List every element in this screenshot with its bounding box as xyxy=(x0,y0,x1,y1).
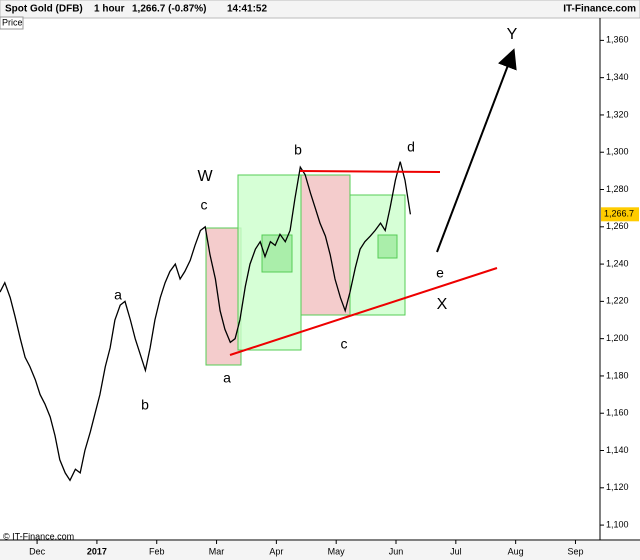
wave-label: c xyxy=(201,197,208,213)
wave-label: e xyxy=(436,265,444,281)
y-tick-label: 1,260 xyxy=(606,221,629,231)
last-price-label: 1,266.7 xyxy=(604,209,634,219)
y-tick-label: 1,100 xyxy=(606,519,629,529)
wave-label: a xyxy=(223,370,231,386)
footer: © IT-Finance.com xyxy=(3,531,74,541)
x-axis-bar xyxy=(0,541,640,560)
time: 14:41:52 xyxy=(227,4,267,15)
wave-label: c xyxy=(341,336,348,352)
green-box xyxy=(377,234,398,259)
y-tick-label: 1,160 xyxy=(606,408,629,418)
wave-label: a xyxy=(114,287,122,303)
quote: 1,266.7 (-0.87%) xyxy=(132,4,207,15)
x-tick-label: Aug xyxy=(508,546,524,556)
x-tick-label: Mar xyxy=(209,546,225,556)
last-price-tag xyxy=(601,207,639,222)
y-tick-label: 1,360 xyxy=(606,35,629,45)
y-tick-label: 1,300 xyxy=(606,147,629,157)
x-tick-label: May xyxy=(328,546,346,556)
x-tick-label: Dec xyxy=(29,546,46,556)
y-tick-label: 1,280 xyxy=(606,184,629,194)
resistance-line xyxy=(299,170,441,173)
y-tick-label: 1,340 xyxy=(606,72,629,82)
y-tick-label: 1,320 xyxy=(606,109,629,119)
support-line xyxy=(229,267,498,356)
wave-label: Y xyxy=(507,26,518,43)
x-tick-label: 2017 xyxy=(87,546,107,556)
x-tick-label: Apr xyxy=(269,546,283,556)
brand: IT-Finance.com xyxy=(563,4,636,15)
price-label: Price xyxy=(2,17,23,27)
plot xyxy=(0,161,412,482)
x-tick-label: Jul xyxy=(450,546,462,556)
pink-box xyxy=(300,174,351,316)
wave-label: b xyxy=(294,142,302,158)
y-tick-label: 1,240 xyxy=(606,258,629,268)
interval: 1 hour xyxy=(94,4,125,15)
price-box xyxy=(0,16,24,30)
pink-box xyxy=(205,227,242,366)
y-tick-label: 1,140 xyxy=(606,445,629,455)
x-tick-label: Jun xyxy=(389,546,404,556)
x-tick-label: Sep xyxy=(567,546,583,556)
arrow xyxy=(436,48,517,253)
y-tick-label: 1,220 xyxy=(606,296,629,306)
y-tick-label: 1,200 xyxy=(606,333,629,343)
wave-label: W xyxy=(197,168,213,185)
header-bar xyxy=(0,0,640,19)
y-tick-label: 1,120 xyxy=(606,482,629,492)
x-tick-label: Feb xyxy=(149,546,165,556)
instrument: Spot Gold (DFB) xyxy=(5,4,83,15)
wave-label: d xyxy=(407,139,415,155)
wave-label: X xyxy=(437,296,448,313)
price-line xyxy=(0,161,412,482)
wave-label: b xyxy=(141,397,149,413)
y-tick-label: 1,180 xyxy=(606,370,629,380)
